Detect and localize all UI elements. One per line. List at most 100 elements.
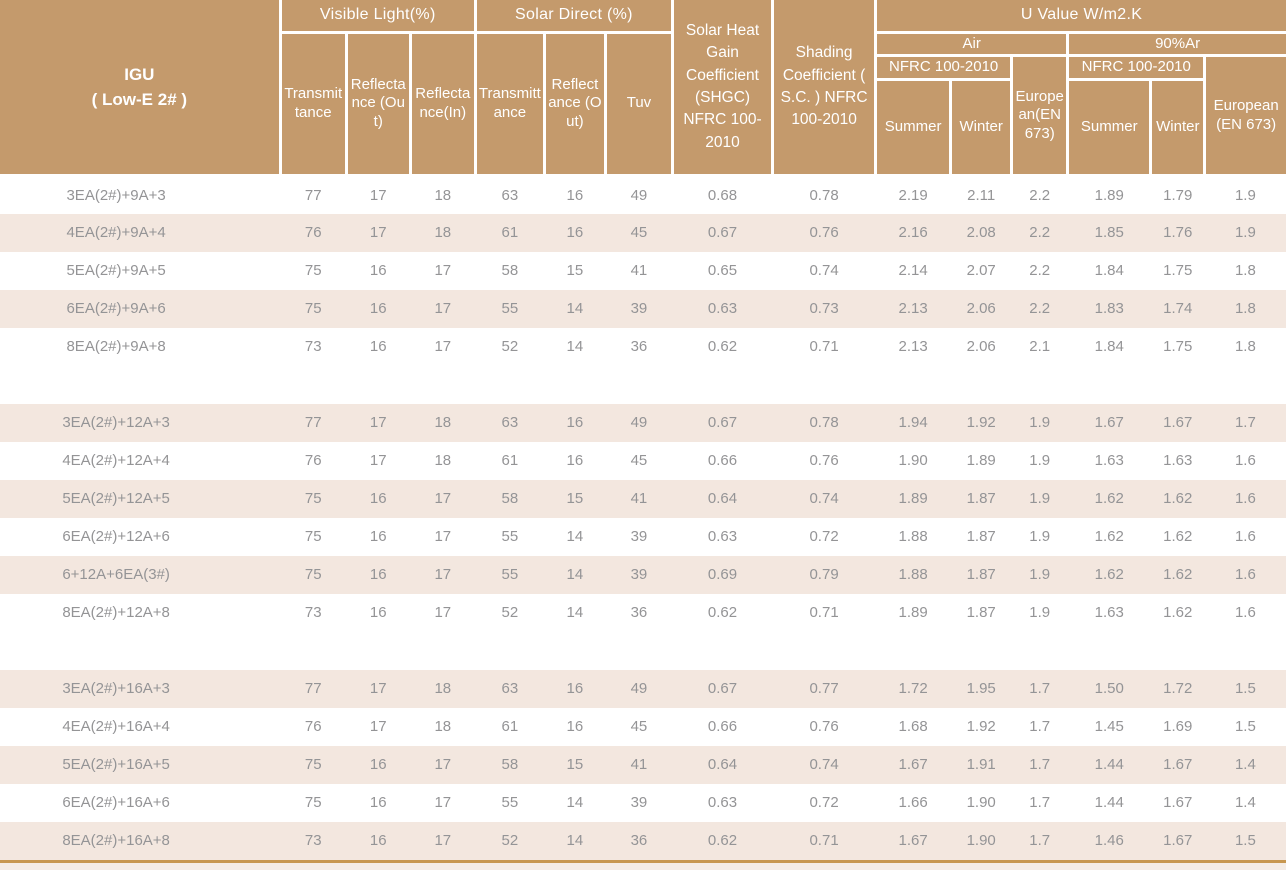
table-cell-argon-european: 1.6 bbox=[1234, 566, 1256, 583]
table-cell-air-european: 1.9 bbox=[1029, 490, 1051, 507]
table-cell-vl-reflectance-out: 16 bbox=[369, 300, 387, 317]
table-cell-vl-transmittance: 76 bbox=[304, 224, 322, 241]
table-cell-sd-transmittance: 61 bbox=[501, 452, 519, 469]
header-air-nfrc: NFRC 100-2010 bbox=[874, 54, 1014, 81]
table-cell-sd-reflectance-out: 16 bbox=[566, 718, 584, 735]
table-row: 6+12A+6EA(3#) 75 16 17 55 14 39 0.69 0.7… bbox=[0, 555, 1286, 594]
table-cell-vl-reflectance-in: 17 bbox=[434, 262, 452, 279]
table-cell-argon-european: 1.6 bbox=[1234, 604, 1256, 621]
table-cell-tuv: 49 bbox=[630, 414, 648, 431]
table-cell-air-winter: 1.92 bbox=[966, 718, 996, 735]
table-cell-argon-summer: 1.62 bbox=[1094, 528, 1124, 545]
table-cell-shading-coefficient: 0.78 bbox=[809, 414, 839, 431]
table-cell-tuv: 45 bbox=[630, 718, 648, 735]
table-cell-argon-summer: 1.50 bbox=[1094, 680, 1124, 697]
table-cell-vl-transmittance: 75 bbox=[304, 566, 322, 583]
table-cell-sd-reflectance-out: 15 bbox=[566, 490, 584, 507]
table-row: 6EA(2#)+12A+6 75 16 17 55 14 39 0.63 0.7… bbox=[0, 517, 1286, 556]
table-cell-air-summer: 1.72 bbox=[898, 680, 928, 697]
table-row: 6EA(2#)+9A+6 75 16 17 55 14 39 0.63 0.73… bbox=[0, 289, 1286, 328]
table-cell-vl-reflectance-in: 17 bbox=[434, 490, 452, 507]
table-cell-vl-transmittance: 77 bbox=[304, 186, 322, 204]
table-cell-air-winter: 1.89 bbox=[966, 452, 996, 469]
table-cell-argon-european: 1.5 bbox=[1234, 832, 1256, 849]
table-cell-argon-winter: 1.75 bbox=[1163, 262, 1193, 279]
igu-config-label: 6EA(2#)+9A+6 bbox=[66, 300, 166, 317]
header-argon-european: European (EN 673) bbox=[1203, 54, 1286, 177]
table-cell-vl-transmittance: 76 bbox=[304, 718, 322, 735]
table-cell-air-winter: 1.90 bbox=[966, 832, 996, 849]
table-row: 4EA(2#)+16A+4 76 17 18 61 16 45 0.66 0.7… bbox=[0, 707, 1286, 746]
table-cell-argon-winter: 1.67 bbox=[1163, 756, 1193, 773]
header-row-standard: NFRC 100-2010 European(EN 673) NFRC 100-… bbox=[0, 54, 1286, 177]
table-cell-air-winter: 1.92 bbox=[966, 414, 996, 431]
table-cell-sd-reflectance-out: 16 bbox=[566, 414, 584, 431]
table-cell-sd-reflectance-out: 16 bbox=[566, 680, 584, 697]
table-cell-air-winter: 1.87 bbox=[966, 566, 996, 583]
table-header: IGU ( Low-E 2# ) Visible Light(%) Solar … bbox=[0, 0, 1286, 177]
igu-config-label: 4EA(2#)+16A+4 bbox=[62, 718, 170, 735]
table-cell-vl-reflectance-out: 17 bbox=[369, 414, 387, 431]
table-cell-tuv: 36 bbox=[630, 338, 648, 355]
header-argon-winter: Winter bbox=[1149, 78, 1207, 177]
table-cell-tuv: 36 bbox=[630, 604, 648, 621]
table-cell-air-winter: 1.95 bbox=[966, 680, 996, 697]
table-cell-argon-winter: 1.67 bbox=[1163, 414, 1193, 431]
header-tuv: Tuv bbox=[603, 30, 674, 177]
igu-config-label: 8EA(2#)+12A+8 bbox=[62, 604, 170, 621]
table-cell-argon-summer: 1.85 bbox=[1094, 224, 1124, 241]
table-cell-shgc: 0.69 bbox=[707, 566, 738, 583]
table-cell-vl-reflectance-out: 17 bbox=[369, 680, 387, 697]
table-cell-sd-reflectance-out: 14 bbox=[566, 832, 584, 849]
table-cell-vl-transmittance: 75 bbox=[304, 756, 322, 773]
table-cell-argon-european: 1.9 bbox=[1234, 186, 1256, 204]
table-cell-tuv: 41 bbox=[630, 490, 648, 507]
table-cell-sd-reflectance-out: 14 bbox=[566, 528, 584, 545]
table-cell-vl-transmittance: 73 bbox=[304, 832, 322, 849]
table-cell-argon-summer: 1.44 bbox=[1094, 756, 1124, 773]
table-cell-vl-reflectance-out: 16 bbox=[369, 338, 387, 355]
table-cell-sd-transmittance: 58 bbox=[501, 262, 519, 279]
header-vl-transmittance: Transmittance bbox=[278, 30, 348, 177]
table-cell-shgc: 0.63 bbox=[707, 528, 738, 545]
table-cell-vl-reflectance-out: 17 bbox=[369, 452, 387, 469]
table-cell-argon-european: 1.5 bbox=[1234, 718, 1256, 735]
header-igu-title: IGU bbox=[124, 64, 155, 84]
table-cell-argon-summer: 1.89 bbox=[1094, 186, 1124, 204]
table-cell-shading-coefficient: 0.72 bbox=[809, 528, 839, 545]
table-cell-argon-winter: 1.62 bbox=[1163, 528, 1193, 545]
table-cell-vl-transmittance: 77 bbox=[304, 414, 322, 431]
table-cell-air-european: 1.7 bbox=[1029, 832, 1051, 849]
table-cell-air-summer: 1.68 bbox=[898, 718, 928, 735]
table-cell-air-winter: 2.06 bbox=[966, 300, 996, 317]
table-cell-shgc: 0.65 bbox=[707, 262, 738, 279]
table-cell-vl-reflectance-out: 16 bbox=[369, 528, 387, 545]
header-sd-transmittance: Transmittance bbox=[473, 30, 546, 177]
header-visible-light: Visible Light(%) bbox=[278, 0, 477, 34]
table-cell-shading-coefficient: 0.71 bbox=[809, 832, 839, 849]
header-igu: IGU ( Low-E 2# ) bbox=[0, 0, 282, 177]
table-cell-vl-reflectance-in: 17 bbox=[434, 338, 452, 355]
header-row-groups: IGU ( Low-E 2# ) Visible Light(%) Solar … bbox=[0, 0, 1286, 177]
header-row-season: Summer Winter Summer Winter bbox=[0, 78, 1286, 177]
table-cell-air-winter: 1.87 bbox=[966, 604, 996, 621]
table-cell-argon-winter: 1.72 bbox=[1163, 680, 1193, 697]
table-cell-vl-reflectance-out: 16 bbox=[369, 832, 387, 849]
table-cell-shading-coefficient: 0.73 bbox=[809, 300, 839, 317]
table-cell-vl-transmittance: 73 bbox=[304, 604, 322, 621]
table-cell-sd-transmittance: 55 bbox=[501, 300, 519, 317]
table-cell-air-summer: 2.13 bbox=[898, 300, 928, 317]
table-cell-air-european: 1.9 bbox=[1029, 566, 1051, 583]
table-cell-sd-transmittance: 55 bbox=[501, 566, 519, 583]
igu-config-label: 5EA(2#)+9A+5 bbox=[66, 262, 166, 279]
table-cell-air-summer: 1.94 bbox=[898, 414, 928, 431]
table-cell-argon-european: 1.5 bbox=[1234, 680, 1256, 697]
table-cell-argon-winter: 1.76 bbox=[1163, 224, 1193, 241]
table-cell-air-european: 1.9 bbox=[1029, 414, 1051, 431]
table-spacer-cell bbox=[0, 366, 1286, 404]
table-cell-shading-coefficient: 0.71 bbox=[809, 338, 839, 355]
header-air-summer: Summer bbox=[874, 78, 953, 177]
table-cell-air-european: 1.9 bbox=[1029, 528, 1051, 545]
table-cell-argon-summer: 1.45 bbox=[1094, 718, 1124, 735]
